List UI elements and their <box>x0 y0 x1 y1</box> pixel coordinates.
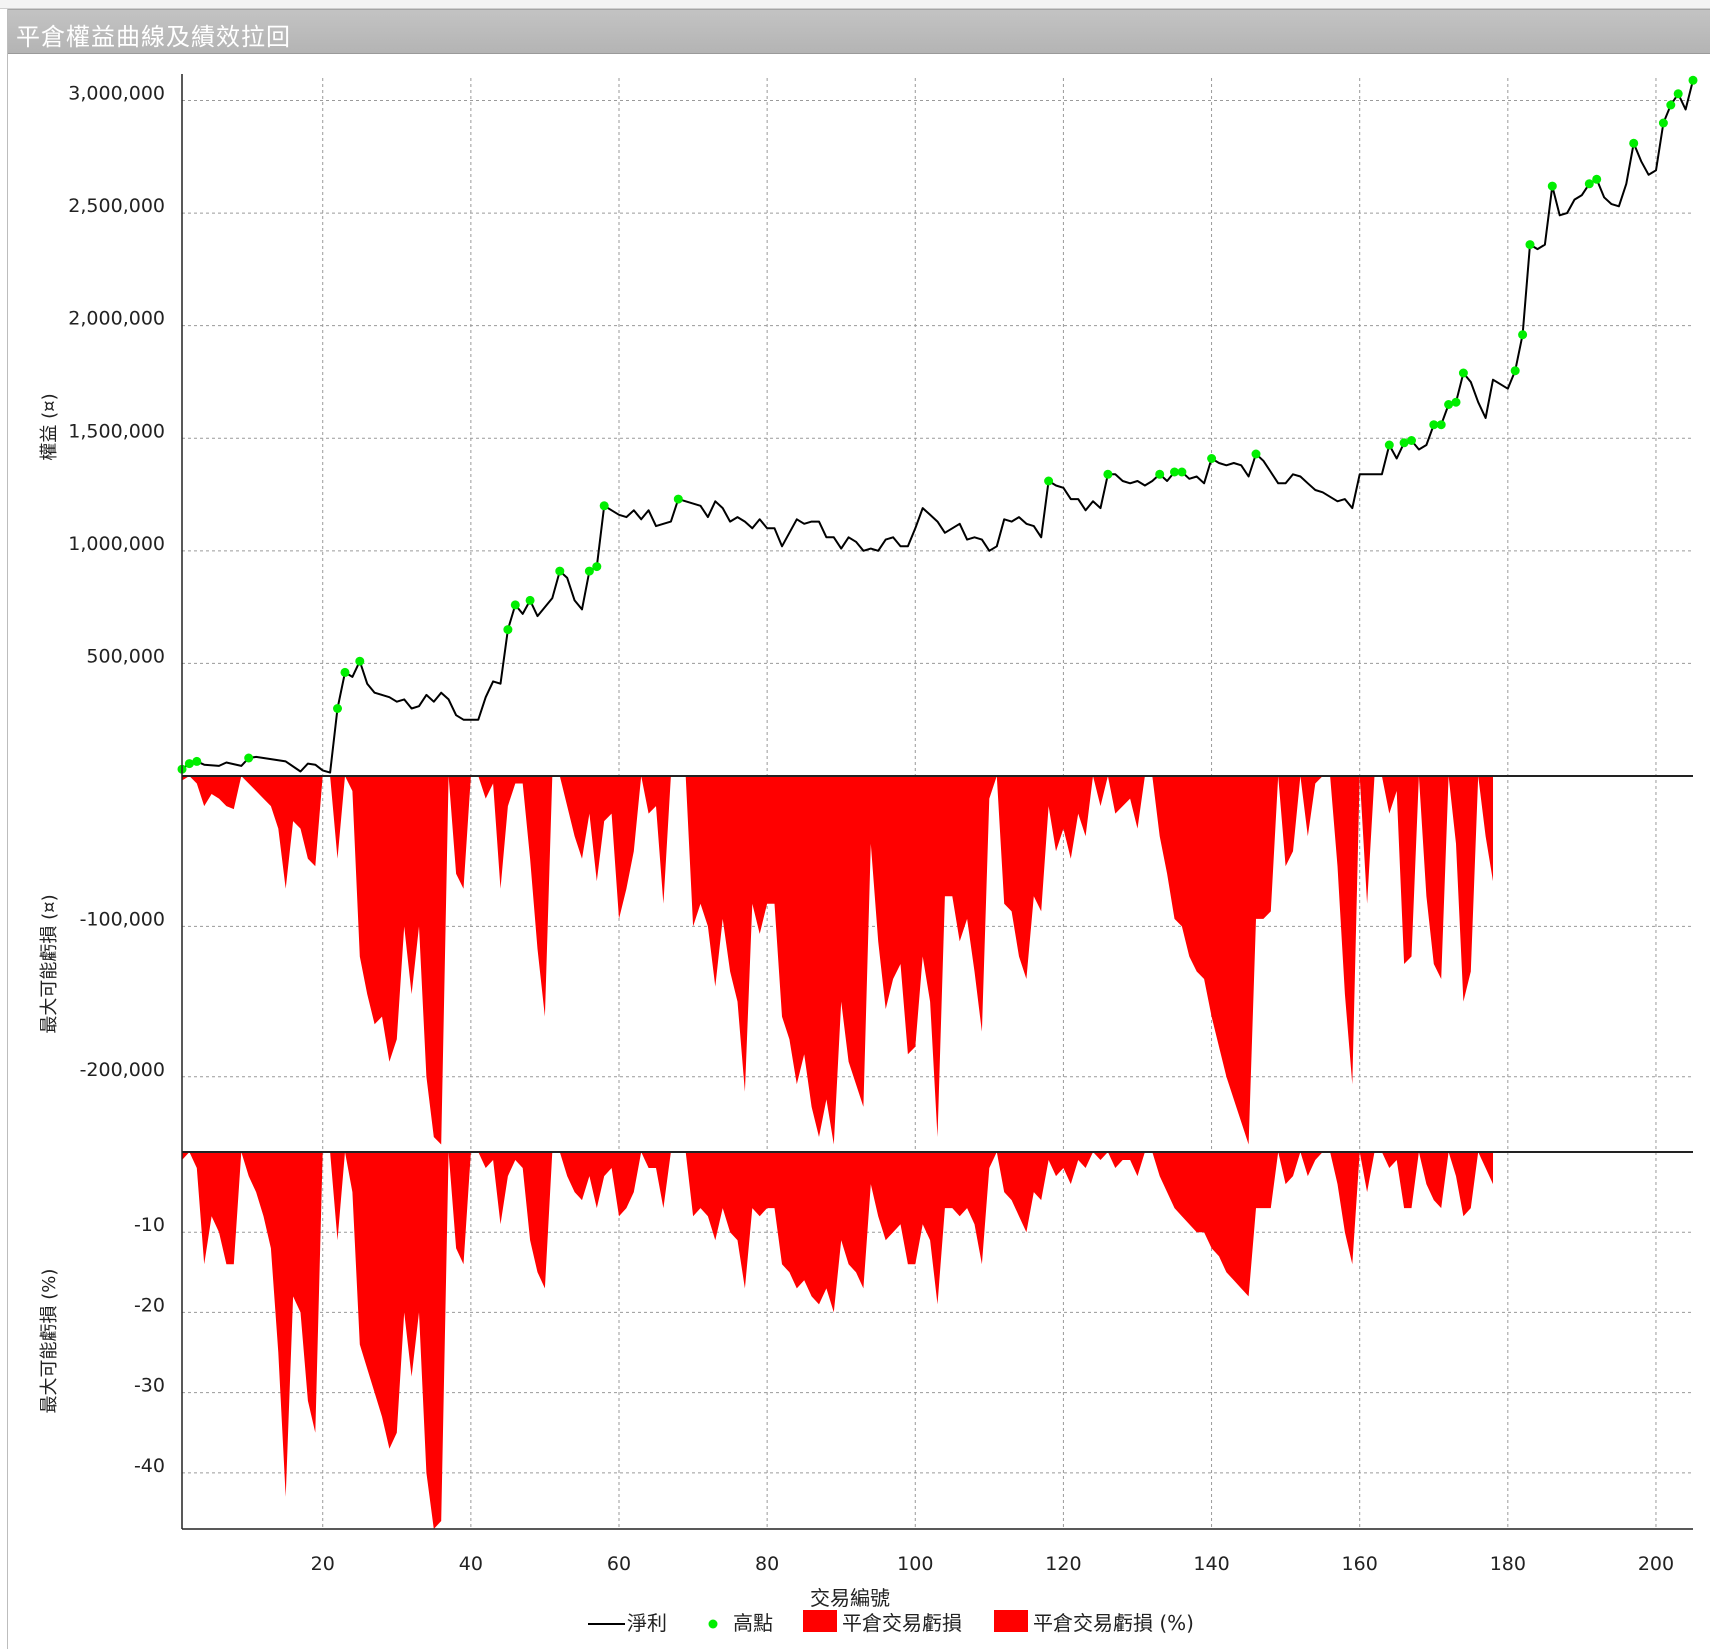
high-point-dot <box>1103 469 1113 479</box>
high-point-dot <box>355 656 365 666</box>
x-tick-label: 120 <box>1045 1553 1081 1575</box>
high-point-dot <box>1525 240 1535 250</box>
y-tick-label: -10 <box>134 1214 165 1236</box>
grid-layer <box>182 78 1693 1529</box>
high-point-dot <box>333 704 342 713</box>
high-point-dot <box>503 625 513 635</box>
high-point-dot <box>184 759 194 769</box>
high-point-dot <box>1436 420 1446 430</box>
window-top-strip <box>0 0 1710 9</box>
high-point-dot <box>340 667 350 677</box>
y-tick-label: 500,000 <box>86 645 165 667</box>
high-point-dot <box>525 595 535 605</box>
high-point-dot <box>1170 467 1179 477</box>
high-point-dot <box>1251 449 1261 459</box>
y-tick-label: -100,000 <box>80 908 165 930</box>
x-tick-label: 180 <box>1490 1553 1526 1575</box>
window-title: 平倉權益曲線及績效拉回 <box>16 23 291 51</box>
legend-label: 高點 <box>733 1611 773 1635</box>
high-point-dot <box>1688 75 1698 85</box>
high-point-dot <box>1592 174 1602 184</box>
high-point-dot <box>1547 181 1557 191</box>
y-tick-label: -20 <box>134 1294 165 1316</box>
high-point-dot <box>192 756 202 766</box>
y-tick-label: 3,000,000 <box>68 83 165 105</box>
high-point-dot <box>584 566 594 576</box>
x-tick-label: 40 <box>459 1553 483 1575</box>
y-tick-label: -40 <box>134 1455 165 1477</box>
high-point-dot <box>1399 438 1409 448</box>
high-point-dot <box>1384 440 1394 450</box>
high-point-dot <box>1044 476 1054 486</box>
x-axis-title: 交易編號 <box>810 1586 890 1610</box>
legend-box-swatch <box>994 1610 1028 1632</box>
x-tick-label: 60 <box>607 1553 631 1575</box>
high-point-dot <box>1518 330 1528 340</box>
y-tick-label: 2,000,000 <box>68 308 165 330</box>
high-point-dot <box>1458 368 1468 378</box>
high-point-dot <box>1666 100 1676 110</box>
labels-layer: 500,000 1,000,000 1,500,000 2,000,000 2,500,… <box>39 83 1674 1610</box>
high-point-dot <box>1451 397 1461 407</box>
axes-layer <box>181 74 1693 1530</box>
x-tick-label: 100 <box>897 1553 933 1575</box>
high-point-dot <box>1510 366 1520 376</box>
high-point-dot <box>244 753 254 763</box>
high-point-dot <box>555 566 565 576</box>
legend-box-swatch <box>803 1610 837 1632</box>
high-point-dot <box>1658 118 1668 128</box>
y-tick-label: -200,000 <box>80 1059 165 1081</box>
x-tick-label: 20 <box>311 1553 335 1575</box>
y-tick-label: -30 <box>134 1375 165 1397</box>
y-axis-title: 最大可能虧損 (%) <box>39 1269 60 1414</box>
y-tick-label: 1,500,000 <box>68 420 165 442</box>
x-tick-label: 200 <box>1638 1553 1674 1575</box>
high-point-dot <box>592 562 602 572</box>
high-point-dot <box>1429 420 1439 430</box>
y-axis-title: 最大可能虧損 (¤) <box>39 894 60 1033</box>
drawdown-percent-area <box>182 1152 1494 1529</box>
high-point-dot <box>1177 467 1187 477</box>
high-point-dot <box>1584 179 1594 189</box>
window-left-border <box>7 9 8 1649</box>
high-point-dot <box>510 600 520 610</box>
high-point-dot <box>1673 89 1683 99</box>
x-tick-label: 160 <box>1342 1553 1378 1575</box>
y-tick-label: 2,500,000 <box>68 195 165 217</box>
legend: 淨利 高點 平倉交易虧損 平倉交易虧損 (%) <box>588 1610 1194 1635</box>
high-points-layer <box>177 75 1698 774</box>
high-point-dot <box>673 494 683 504</box>
high-point-dot <box>1407 436 1416 445</box>
x-tick-label: 140 <box>1193 1553 1229 1575</box>
high-point-dot <box>1155 469 1165 479</box>
title-bar: 平倉權益曲線及績效拉回 <box>8 9 1710 54</box>
y-tick-label: 1,000,000 <box>68 533 165 555</box>
x-tick-label: 80 <box>755 1553 779 1575</box>
high-point-dot <box>1444 400 1454 409</box>
net-profit-line <box>181 80 1694 774</box>
high-point-dot <box>1207 454 1217 463</box>
y-axis-title: 權益 (¤) <box>39 393 60 460</box>
high-point-dot <box>1629 138 1639 148</box>
high-point-dot <box>599 501 609 511</box>
legend-label: 淨利 <box>627 1611 667 1635</box>
equity-line-layer <box>181 80 1694 774</box>
legend-label: 平倉交易虧損 <box>842 1611 962 1635</box>
legend-label: 平倉交易虧損 (%) <box>1033 1611 1194 1635</box>
drawdown-area-layer <box>182 776 1494 1529</box>
legend-dot-swatch <box>708 1619 718 1629</box>
drawdown-area <box>182 776 1494 1145</box>
